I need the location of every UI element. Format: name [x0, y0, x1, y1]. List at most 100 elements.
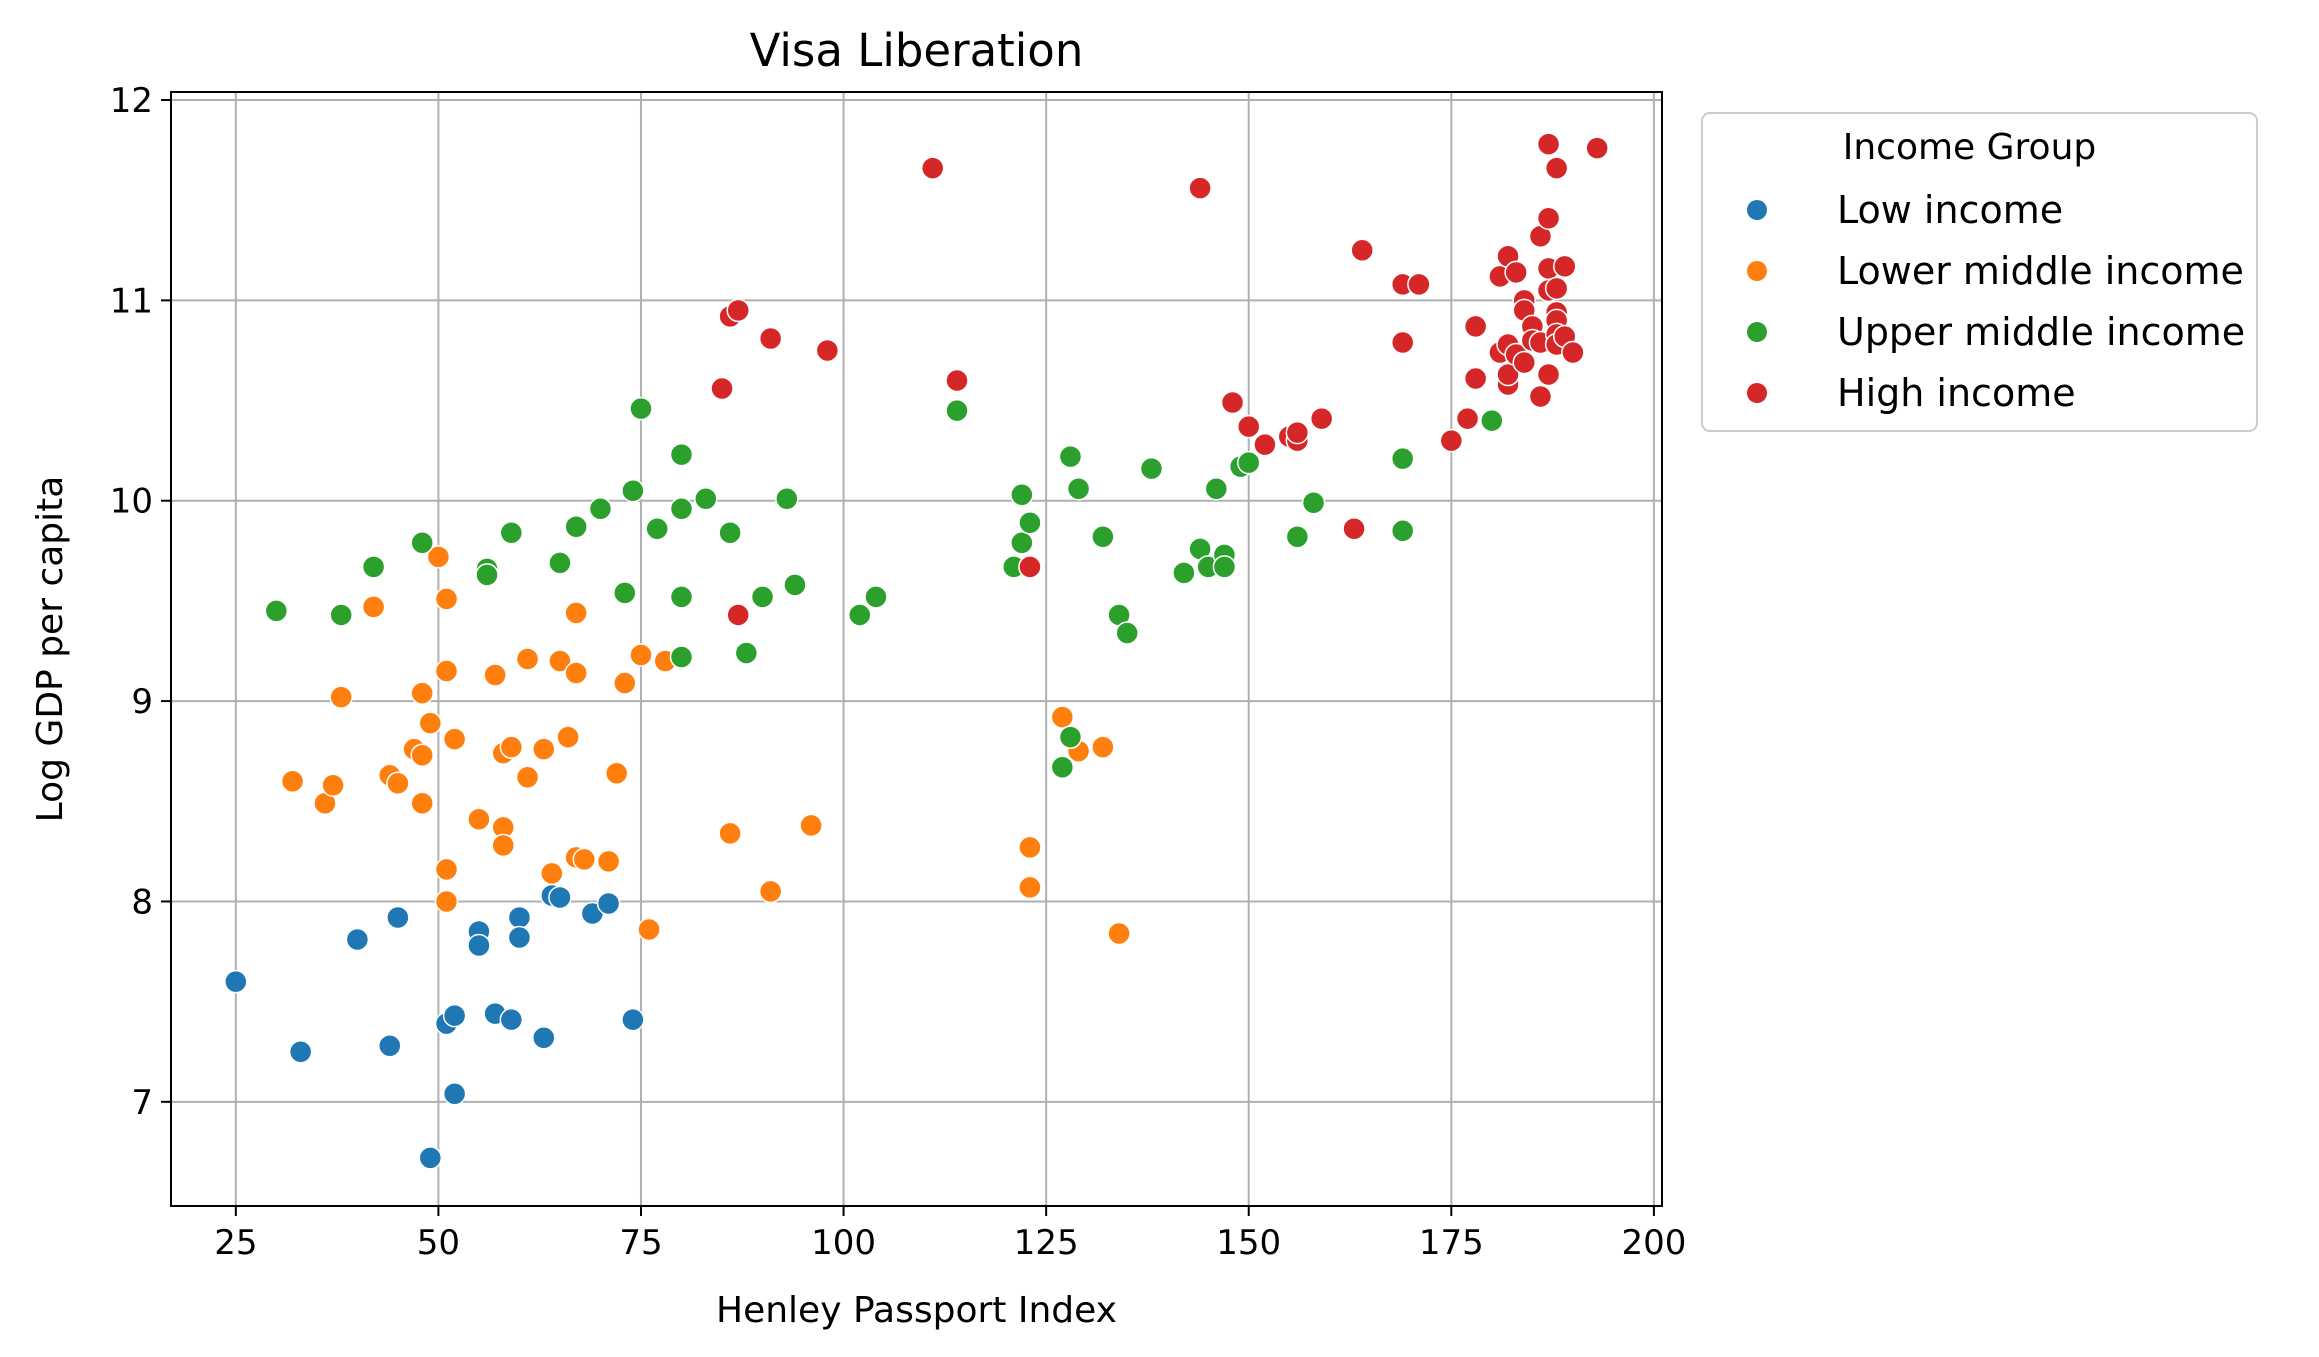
- x-axis-title: Henley Passport Index: [716, 1290, 1117, 1331]
- legend-item: Upper middle income: [1747, 310, 2245, 354]
- data-point: [815, 338, 840, 363]
- data-point: [604, 761, 629, 785]
- legend-marker: [1747, 322, 1767, 342]
- data-point: [1018, 875, 1042, 900]
- data-point: [329, 603, 353, 627]
- data-point: [1536, 362, 1561, 387]
- data-point: [669, 585, 694, 609]
- data-point: [613, 581, 637, 605]
- data-point: [1544, 156, 1569, 180]
- data-point: [548, 649, 572, 673]
- data-point: [329, 685, 353, 709]
- data-point: [1585, 136, 1609, 160]
- data-point: [1536, 132, 1561, 156]
- data-point: [564, 661, 588, 685]
- data-point: [418, 711, 443, 735]
- data-point: [572, 847, 597, 872]
- data-point: [418, 1146, 443, 1170]
- data-point: [645, 517, 669, 541]
- data-point: [288, 1039, 313, 1064]
- data-point: [442, 727, 467, 751]
- legend-item: High income: [1747, 371, 2076, 415]
- data-point: [515, 647, 540, 671]
- data-point: [1010, 531, 1034, 555]
- data-point: [1342, 517, 1366, 541]
- data-point: [669, 496, 694, 521]
- chart-title: Visa Liberation: [750, 24, 1084, 77]
- data-point: [434, 889, 459, 914]
- data-point: [1010, 482, 1034, 507]
- data-point: [1390, 519, 1415, 543]
- data-point: [1091, 525, 1115, 549]
- data-point: [499, 1007, 524, 1032]
- data-point: [596, 891, 621, 916]
- y-tick-label: 11: [110, 281, 153, 321]
- legend-label: Lower middle income: [1837, 249, 2244, 293]
- data-point: [1220, 390, 1245, 415]
- data-point: [556, 725, 580, 749]
- data-point: [1553, 254, 1577, 279]
- data-point: [442, 1082, 467, 1106]
- data-point: [1536, 206, 1561, 230]
- x-tick-label: 75: [619, 1223, 662, 1263]
- data-point: [1050, 755, 1075, 779]
- data-point: [548, 885, 572, 910]
- legend-box: [1701, 112, 2258, 432]
- data-point: [1504, 260, 1528, 285]
- series-lower-middle-income: [280, 545, 1131, 946]
- data-point: [434, 857, 459, 882]
- y-tick-label: 9: [131, 682, 153, 722]
- data-point: [1480, 408, 1504, 433]
- data-point: [1018, 835, 1042, 860]
- y-tick-label: 10: [110, 482, 153, 522]
- y-tick-label: 7: [131, 1083, 153, 1123]
- legend-marker: [1747, 200, 1767, 220]
- data-point: [1439, 428, 1464, 453]
- data-point: [1050, 705, 1075, 729]
- data-point: [945, 398, 969, 423]
- data-point: [378, 1033, 402, 1058]
- legend-label: Low income: [1837, 188, 2063, 232]
- data-point: [621, 1007, 645, 1032]
- legend-items: Low income Lower middle income Upper middl…: [1747, 188, 2245, 415]
- legend-item: Low income: [1747, 188, 2063, 232]
- data-point: [799, 813, 823, 838]
- data-point: [596, 849, 621, 874]
- data-point: [637, 917, 661, 942]
- x-tick-label: 200: [1621, 1223, 1686, 1263]
- data-point: [1463, 366, 1488, 391]
- data-point: [515, 765, 540, 789]
- x-tick-label: 100: [811, 1223, 876, 1263]
- data-point: [1066, 476, 1091, 501]
- data-point: [758, 326, 783, 351]
- data-point: [1463, 314, 1488, 339]
- data-point: [280, 769, 305, 793]
- data-point: [1253, 432, 1277, 457]
- data-point: [1350, 238, 1374, 263]
- data-point: [1285, 420, 1310, 445]
- data-point: [467, 807, 491, 832]
- data-point: [1407, 272, 1431, 297]
- data-point: [758, 879, 783, 904]
- data-point: [1058, 725, 1083, 749]
- plot-frame: [170, 91, 1663, 1207]
- data-point: [1107, 921, 1131, 946]
- legend-label: Upper middle income: [1837, 310, 2245, 354]
- x-tick-label: 150: [1216, 1223, 1281, 1263]
- data-point: [710, 376, 734, 401]
- data-point: [621, 478, 645, 503]
- data-point: [734, 641, 759, 665]
- x-tick-label: 125: [1014, 1223, 1079, 1263]
- data-point: [750, 585, 775, 609]
- data-point: [564, 601, 588, 625]
- data-point: [1212, 555, 1237, 579]
- data-point: [361, 555, 386, 579]
- data-point: [491, 833, 515, 858]
- series-high-income: [710, 132, 1609, 627]
- data-point: [783, 573, 807, 597]
- data-point: [507, 905, 532, 930]
- data-point: [669, 645, 694, 669]
- data-point: [1188, 176, 1212, 200]
